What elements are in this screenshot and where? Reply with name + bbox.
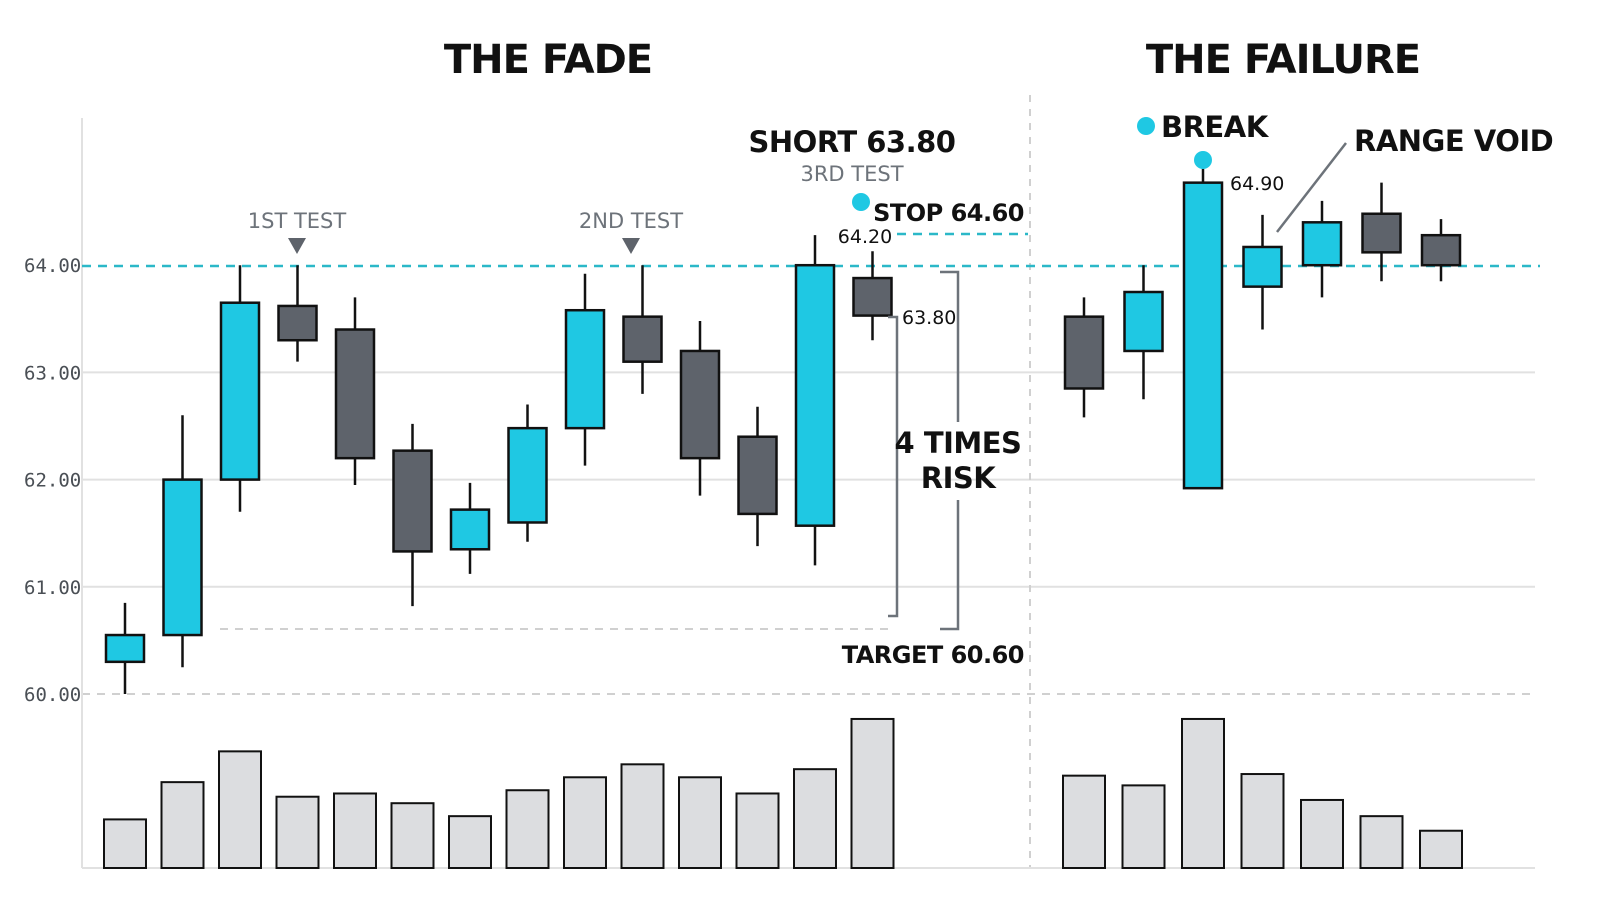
candle-body-down: [334, 328, 376, 460]
candle-body-up: [507, 426, 548, 524]
volume-bar: [1359, 815, 1404, 869]
second-test-label: 2ND TEST: [579, 209, 683, 233]
range-void-pointer: [1276, 142, 1347, 233]
break-legend-dot-icon: [1137, 117, 1155, 135]
target-label: TARGET 60.60: [842, 641, 1024, 669]
volume-bar: [505, 789, 550, 869]
y-tick-label: 63.00: [24, 362, 81, 384]
short-entry-label: SHORT 63.80: [749, 125, 956, 159]
high-price-label: 64.20: [838, 226, 892, 248]
candles: [104, 168, 1462, 694]
candle-body-up: [564, 308, 606, 430]
risk-bracket: [940, 270, 960, 631]
volume-bar: [333, 792, 377, 869]
candle-body-down: [277, 304, 318, 342]
stop-label: STOP 64.60: [873, 199, 1024, 227]
y-tick-label: 64.00: [24, 255, 81, 277]
first-test-marker-icon: [288, 238, 306, 254]
volume-bar: [103, 818, 147, 870]
volume-bar: [1181, 717, 1225, 870]
candle-body-down: [392, 449, 433, 553]
candle-body-down: [1361, 212, 1402, 254]
volume-bar: [390, 802, 435, 870]
second-test-marker-icon: [622, 238, 640, 254]
break-label: BREAK: [1161, 110, 1270, 144]
candle-body-down: [1063, 315, 1105, 390]
third-test-label: 3RD TEST: [800, 162, 903, 186]
candle-body-up: [1242, 245, 1283, 288]
candle-body-up: [449, 508, 491, 551]
volume-bar: [275, 795, 320, 869]
volume-bar: [793, 768, 837, 869]
break-high-label: 64.90: [1230, 173, 1284, 195]
y-tick-label: 61.00: [24, 577, 81, 599]
volume-bar: [448, 815, 492, 869]
candle-body-up: [1182, 181, 1224, 490]
panel-title-fade: THE FADE: [444, 37, 652, 83]
volume-bar: [218, 750, 262, 869]
target-bracket: [888, 315, 899, 618]
candle-body-down: [622, 315, 663, 363]
candle-body-down: [852, 276, 893, 317]
candle-body-down: [1420, 233, 1462, 267]
volume-bar: [678, 776, 722, 870]
range-void-label: RANGE VOID: [1354, 124, 1553, 158]
first-test-label: 1ST TEST: [248, 209, 347, 233]
volume-bar: [1419, 829, 1463, 869]
volume-bar: [1300, 798, 1344, 870]
panel-title-failure: THE FAILURE: [1146, 37, 1420, 83]
volume-bar: [160, 781, 205, 870]
risk-label-line2: RISK: [921, 461, 998, 495]
third-test-dot-icon: [852, 193, 870, 211]
candle-body-up: [104, 633, 146, 664]
volume-bar: [620, 763, 665, 870]
volume-bar: [735, 792, 780, 869]
volume-bar: [1121, 784, 1166, 870]
volume-bars: [103, 717, 1463, 870]
candle-body-up: [1123, 290, 1164, 353]
risk-label-line1: 4 TIMES: [895, 426, 1022, 460]
volume-bar: [1062, 774, 1106, 869]
y-axis-ticks: 64.00 63.00 62.00 61.00 60.00: [24, 255, 81, 706]
candle-body-up: [162, 478, 203, 637]
candle-body-up: [219, 301, 261, 481]
volume-bar: [1240, 773, 1285, 869]
candle-body-down: [679, 349, 721, 460]
y-tick-label: 60.00: [24, 684, 81, 706]
y-tick-label: 62.00: [24, 470, 81, 492]
candle-body-down: [737, 435, 778, 516]
volume-bar: [850, 717, 895, 870]
candle-body-up: [794, 263, 836, 527]
volume-bar: [563, 776, 607, 870]
break-dot-icon: [1194, 151, 1212, 169]
candle-body-up: [1301, 221, 1343, 267]
entry-price-label: 63.80: [902, 307, 956, 329]
